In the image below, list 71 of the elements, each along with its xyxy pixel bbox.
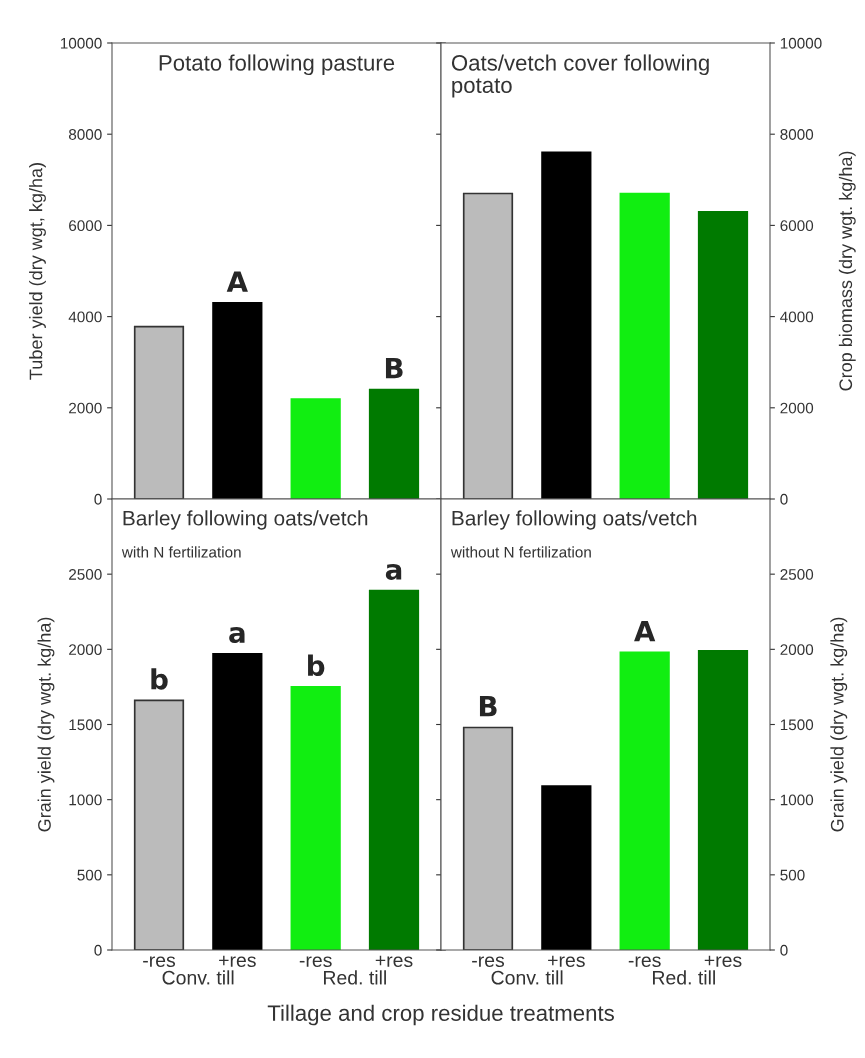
- bar: [462, 726, 514, 950]
- y-tick-label: 10000: [60, 37, 102, 49]
- bar: [212, 653, 263, 950]
- bar: [133, 325, 185, 499]
- y-axis-title: Crop biomass (dry wgt. kg/ha): [838, 151, 856, 391]
- x-tick-label: +res: [375, 955, 413, 968]
- y-axis-title: Grain yield (dry wgt. kg/ha): [37, 617, 55, 832]
- bar: [697, 210, 749, 499]
- bar: [290, 398, 341, 499]
- data-label: b: [151, 668, 168, 690]
- data-label: A: [634, 620, 656, 642]
- data-label: b: [308, 654, 325, 677]
- text: with N fertilization: [121, 546, 241, 558]
- y-tick-label: 8000: [68, 129, 102, 140]
- y-tick-label: 0: [780, 944, 788, 956]
- x-tick-label: -res: [299, 956, 332, 968]
- y-tick-label: 1500: [780, 719, 814, 731]
- bar: [290, 686, 341, 950]
- y-axis-title: Tuber yield (dry wgt, kg/ha): [29, 163, 46, 380]
- data-label: a: [229, 627, 245, 644]
- y-tick-label: 2000: [69, 644, 102, 656]
- bar: [619, 192, 670, 499]
- text: Barley following oats/vetch: [123, 510, 368, 530]
- bar: [133, 699, 185, 950]
- y-tick-label: 8000: [780, 129, 814, 140]
- y-tick-label: 10000: [780, 37, 822, 49]
- y-tick-label: 2500: [780, 569, 814, 580]
- y-tick-label: 2000: [69, 402, 102, 414]
- y-tick-label: 1000: [780, 794, 814, 806]
- y-tick-label: 1000: [69, 794, 102, 806]
- y-tick-label: 2000: [780, 402, 814, 414]
- y-tick-label: 2000: [780, 644, 814, 656]
- x-tick-label: +res: [704, 955, 742, 968]
- y-tick-label: 6000: [69, 220, 102, 232]
- x-tick-label: -res: [472, 956, 505, 968]
- x-tick-label: -res: [143, 956, 176, 968]
- y-tick-label: 500: [77, 869, 102, 881]
- chart-title: Potato following pasture: [159, 54, 395, 76]
- data-label: B: [385, 358, 403, 379]
- y-tick-label: 500: [780, 869, 805, 881]
- y-tick-label: 1500: [69, 719, 102, 731]
- bar: [212, 302, 263, 499]
- y-tick-label: 0: [94, 944, 102, 956]
- data-label: a: [385, 563, 402, 580]
- text: without N fertilization: [450, 546, 591, 558]
- x-axis-title: Tillage and crop residue treatments: [267, 1004, 614, 1026]
- text: Barley following oats/vetch: [452, 510, 697, 530]
- text: Conv. till: [491, 970, 563, 985]
- x-tick-label: +res: [219, 955, 256, 968]
- text: Oats/vetch cover following potato: [451, 54, 709, 98]
- text: Red. till: [324, 970, 386, 985]
- y-tick-label: 2500: [69, 569, 102, 580]
- y-tick-label: 4000: [780, 311, 814, 323]
- y-axis-title: Grain yield (dry wgt. kg/ha): [830, 617, 848, 832]
- x-tick-label: +res: [548, 955, 585, 968]
- text: Conv. till: [162, 970, 234, 985]
- bar: [541, 785, 592, 950]
- y-tick-label: 4000: [68, 311, 102, 323]
- data-label: A: [226, 271, 248, 292]
- x-tick-label: -res: [628, 956, 661, 968]
- y-tick-label: 0: [94, 493, 102, 505]
- bar: [368, 589, 420, 950]
- bar: [697, 650, 749, 950]
- bar: [368, 388, 420, 499]
- text: Red. till: [653, 970, 715, 985]
- data-label: B: [479, 696, 497, 717]
- bar: [462, 192, 514, 499]
- y-tick-label: 0: [780, 493, 788, 505]
- y-tick-label: 6000: [780, 220, 814, 232]
- bar: [619, 651, 670, 950]
- bar: [541, 151, 592, 499]
